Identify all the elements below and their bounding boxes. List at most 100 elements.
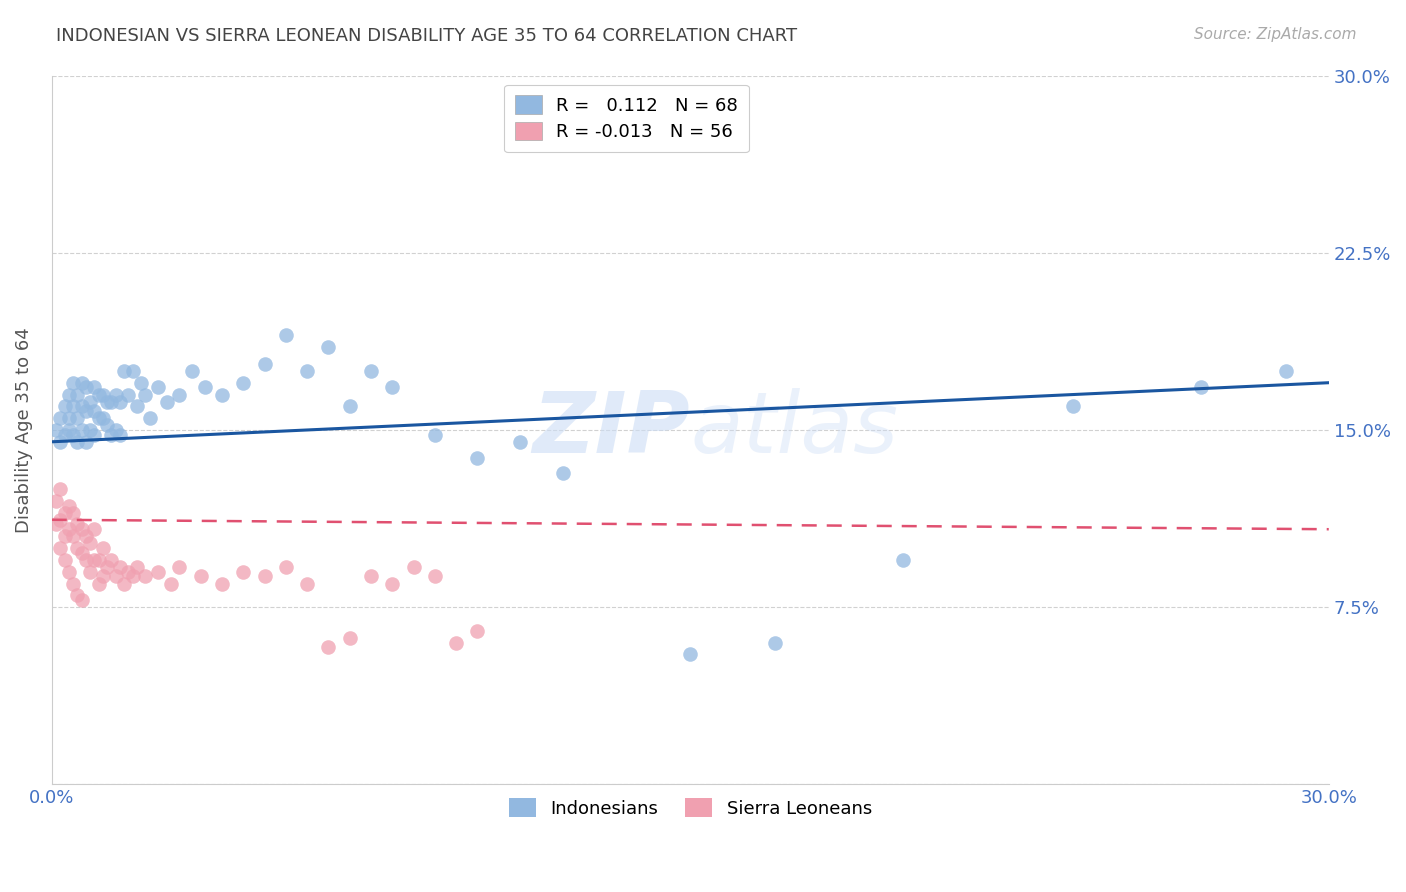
Point — [100, 553, 122, 567]
Point — [1189, 380, 1212, 394]
Point — [190, 569, 212, 583]
Point — [467, 624, 489, 638]
Point — [58, 411, 80, 425]
Point — [253, 357, 276, 371]
Point — [83, 522, 105, 536]
Point — [125, 400, 148, 414]
Point — [70, 522, 93, 536]
Point — [62, 506, 84, 520]
Point — [117, 387, 139, 401]
Point — [211, 387, 233, 401]
Point — [75, 380, 97, 394]
Point — [53, 400, 76, 414]
Point — [91, 541, 114, 555]
Point — [339, 631, 361, 645]
Point — [83, 427, 105, 442]
Point — [45, 423, 67, 437]
Point — [62, 427, 84, 442]
Point — [87, 387, 110, 401]
Point — [53, 553, 76, 567]
Y-axis label: Disability Age 35 to 64: Disability Age 35 to 64 — [15, 327, 32, 533]
Point — [58, 499, 80, 513]
Point — [75, 404, 97, 418]
Point — [87, 411, 110, 425]
Point — [423, 427, 446, 442]
Point — [146, 380, 169, 394]
Point — [79, 423, 101, 437]
Point — [62, 576, 84, 591]
Point — [66, 434, 89, 449]
Point — [83, 404, 105, 418]
Point — [129, 376, 152, 390]
Point — [125, 560, 148, 574]
Point — [339, 400, 361, 414]
Point — [53, 506, 76, 520]
Point — [66, 517, 89, 532]
Point — [70, 400, 93, 414]
Point — [79, 565, 101, 579]
Point — [91, 387, 114, 401]
Point — [108, 560, 131, 574]
Point — [87, 576, 110, 591]
Point — [66, 541, 89, 555]
Point — [444, 635, 467, 649]
Text: ZIP: ZIP — [533, 389, 690, 472]
Point — [96, 394, 118, 409]
Legend: Indonesians, Sierra Leoneans: Indonesians, Sierra Leoneans — [502, 791, 879, 825]
Point — [156, 394, 179, 409]
Point — [194, 380, 217, 394]
Point — [104, 387, 127, 401]
Point — [146, 565, 169, 579]
Point — [169, 387, 191, 401]
Point — [104, 423, 127, 437]
Point — [134, 387, 156, 401]
Text: atlas: atlas — [690, 389, 898, 472]
Point — [232, 376, 254, 390]
Point — [53, 529, 76, 543]
Point — [83, 380, 105, 394]
Point — [58, 423, 80, 437]
Point — [318, 340, 340, 354]
Point — [117, 565, 139, 579]
Point — [100, 427, 122, 442]
Point — [62, 400, 84, 414]
Point — [75, 553, 97, 567]
Point — [66, 588, 89, 602]
Point — [53, 427, 76, 442]
Point — [1275, 364, 1298, 378]
Point — [160, 576, 183, 591]
Point — [509, 434, 531, 449]
Point — [232, 565, 254, 579]
Point — [402, 560, 425, 574]
Point — [112, 576, 135, 591]
Point — [1062, 400, 1084, 414]
Point — [274, 328, 297, 343]
Point — [121, 569, 143, 583]
Point — [91, 569, 114, 583]
Point — [79, 536, 101, 550]
Point — [49, 482, 72, 496]
Point — [45, 517, 67, 532]
Point — [75, 529, 97, 543]
Point — [679, 648, 702, 662]
Point — [70, 423, 93, 437]
Point — [104, 569, 127, 583]
Point — [49, 434, 72, 449]
Point — [79, 394, 101, 409]
Point — [381, 576, 404, 591]
Point — [467, 451, 489, 466]
Point — [62, 529, 84, 543]
Point — [70, 376, 93, 390]
Point — [295, 576, 318, 591]
Point — [134, 569, 156, 583]
Point — [108, 394, 131, 409]
Point — [318, 640, 340, 655]
Text: INDONESIAN VS SIERRA LEONEAN DISABILITY AGE 35 TO 64 CORRELATION CHART: INDONESIAN VS SIERRA LEONEAN DISABILITY … — [56, 27, 797, 45]
Point — [66, 411, 89, 425]
Point — [423, 569, 446, 583]
Point — [121, 364, 143, 378]
Point — [360, 569, 382, 583]
Point — [62, 376, 84, 390]
Point — [108, 427, 131, 442]
Point — [295, 364, 318, 378]
